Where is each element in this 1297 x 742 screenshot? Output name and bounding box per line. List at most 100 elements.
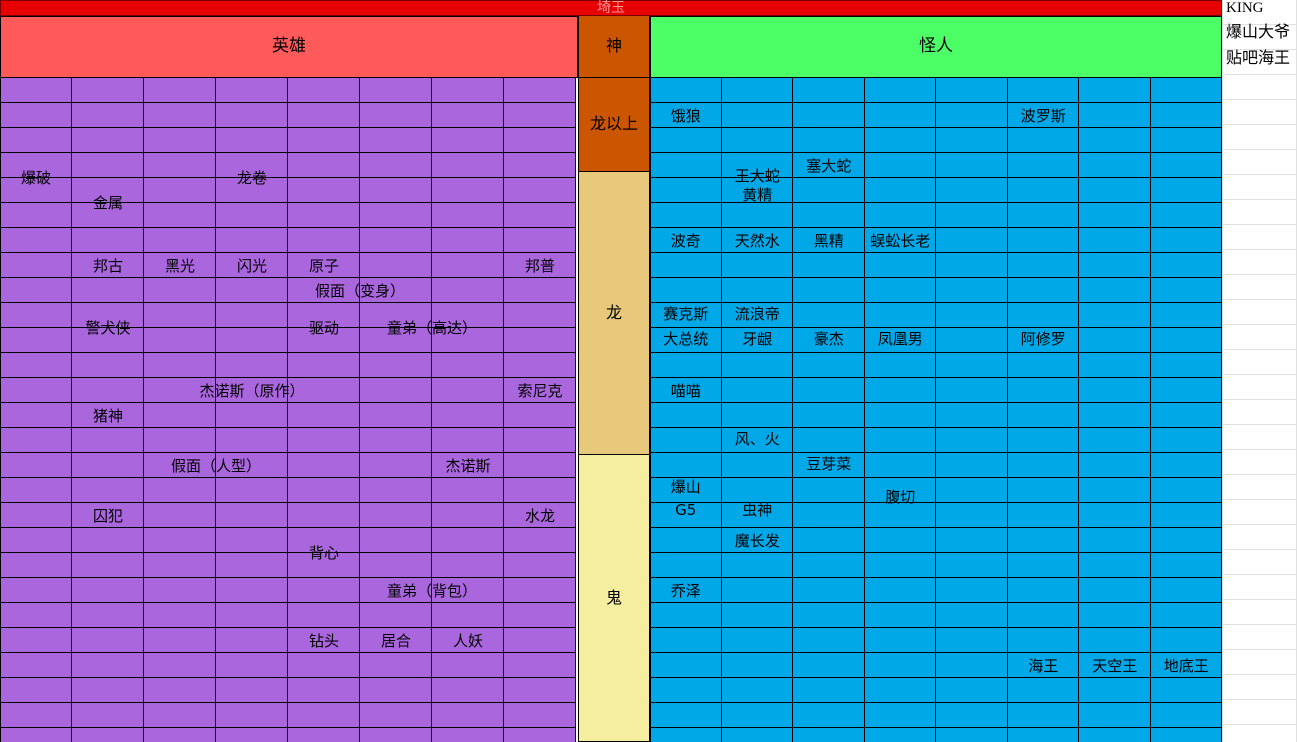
- monster-grid-cell[interactable]: [721, 528, 793, 553]
- hero-grid-cell[interactable]: [288, 153, 360, 178]
- note-grid-cell[interactable]: [1222, 75, 1297, 100]
- hero-grid-cell[interactable]: [216, 178, 288, 203]
- note-grid-cell[interactable]: [1222, 400, 1297, 425]
- hero-grid-cell[interactable]: [216, 128, 288, 153]
- monster-grid-cell[interactable]: [793, 128, 865, 153]
- hero-grid-cell[interactable]: [0, 478, 72, 503]
- monster-grid-cell[interactable]: [864, 403, 936, 428]
- monster-grid-cell[interactable]: [864, 278, 936, 303]
- hero-grid-cell[interactable]: [216, 453, 288, 478]
- hero-grid-cell[interactable]: [288, 628, 360, 653]
- monster-grid-cell[interactable]: [1079, 453, 1151, 478]
- monster-grid-cell[interactable]: [721, 78, 793, 103]
- hero-grid-cell[interactable]: [0, 453, 72, 478]
- note-grid-cell[interactable]: [1222, 675, 1297, 700]
- monster-grid-cell[interactable]: [793, 203, 865, 228]
- monster-grid-cell[interactable]: [936, 353, 1008, 378]
- monster-grid-cell[interactable]: [864, 378, 936, 403]
- monster-grid-cell[interactable]: [793, 353, 865, 378]
- monster-grid-cell[interactable]: [864, 428, 936, 453]
- monster-grid-cell[interactable]: [1150, 703, 1222, 728]
- hero-grid-cell[interactable]: [432, 153, 504, 178]
- monster-grid-cell[interactable]: [1150, 378, 1222, 403]
- monster-grid-cell[interactable]: [650, 328, 722, 353]
- hero-grid-cell[interactable]: [216, 553, 288, 578]
- monster-grid-cell[interactable]: [1079, 478, 1151, 503]
- monster-grid-cell[interactable]: [1150, 203, 1222, 228]
- monster-grid-cell[interactable]: [1007, 628, 1079, 653]
- hero-grid-cell[interactable]: [360, 328, 432, 353]
- hero-grid-cell[interactable]: [360, 728, 432, 742]
- monster-grid-cell[interactable]: [1150, 728, 1222, 742]
- monster-grid-cell[interactable]: [864, 78, 936, 103]
- hero-grid-cell[interactable]: [144, 703, 216, 728]
- monster-grid-cell[interactable]: [721, 728, 793, 742]
- hero-grid-cell[interactable]: [360, 228, 432, 253]
- hero-grid-cell[interactable]: [288, 128, 360, 153]
- monster-grid-cell[interactable]: [1007, 153, 1079, 178]
- monster-grid-cell[interactable]: [721, 378, 793, 403]
- monster-grid-cell[interactable]: [1150, 403, 1222, 428]
- monster-grid-cell[interactable]: [650, 453, 722, 478]
- hero-grid-cell[interactable]: [72, 203, 144, 228]
- hero-grid-cell[interactable]: [288, 178, 360, 203]
- hero-grid-cell[interactable]: [72, 528, 144, 553]
- hero-grid-cell[interactable]: [288, 353, 360, 378]
- hero-grid-cell[interactable]: [0, 253, 72, 278]
- hero-grid-cell[interactable]: [360, 353, 432, 378]
- monster-grid-cell[interactable]: [793, 703, 865, 728]
- hero-grid-cell[interactable]: [432, 578, 504, 603]
- hero-grid-cell[interactable]: [360, 528, 432, 553]
- monster-grid-cell[interactable]: [650, 253, 722, 278]
- monster-grid-cell[interactable]: [650, 203, 722, 228]
- hero-grid-cell[interactable]: [72, 428, 144, 453]
- hero-grid-cell[interactable]: [72, 103, 144, 128]
- hero-grid-cell[interactable]: [144, 653, 216, 678]
- hero-grid-cell[interactable]: [72, 378, 144, 403]
- monster-grid-cell[interactable]: [936, 453, 1008, 478]
- monster-grid-cell[interactable]: [793, 678, 865, 703]
- monster-grid-cell[interactable]: [864, 603, 936, 628]
- note-grid-cell[interactable]: [1222, 375, 1297, 400]
- monster-grid-cell[interactable]: [721, 653, 793, 678]
- monster-grid-cell[interactable]: [1007, 278, 1079, 303]
- hero-grid-cell[interactable]: [0, 353, 72, 378]
- hero-grid-cell[interactable]: [0, 528, 72, 553]
- hero-grid-cell[interactable]: [144, 603, 216, 628]
- monster-grid-cell[interactable]: [1150, 653, 1222, 678]
- monster-grid-cell[interactable]: [650, 403, 722, 428]
- monster-grid-cell[interactable]: [1007, 203, 1079, 228]
- monster-grid-cell[interactable]: [936, 128, 1008, 153]
- hero-grid-cell[interactable]: [360, 628, 432, 653]
- hero-grid-cell[interactable]: [144, 278, 216, 303]
- monster-grid-cell[interactable]: [864, 503, 936, 528]
- note-grid-cell[interactable]: [1222, 525, 1297, 550]
- hero-grid-cell[interactable]: [144, 553, 216, 578]
- hero-grid-cell[interactable]: [216, 153, 288, 178]
- monster-grid-cell[interactable]: [650, 278, 722, 303]
- monster-grid-cell[interactable]: [793, 453, 865, 478]
- monster-grid-cell[interactable]: [650, 528, 722, 553]
- monster-grid-cell[interactable]: [793, 403, 865, 428]
- hero-grid-cell[interactable]: [432, 403, 504, 428]
- monster-grid-cell[interactable]: [650, 153, 722, 178]
- monster-grid-cell[interactable]: [650, 678, 722, 703]
- monster-grid-cell[interactable]: [793, 728, 865, 742]
- monster-grid-cell[interactable]: [721, 503, 793, 528]
- monster-grid-cell[interactable]: [1150, 328, 1222, 353]
- hero-grid-cell[interactable]: [0, 678, 72, 703]
- monster-grid-cell[interactable]: [793, 328, 865, 353]
- monster-grid-cell[interactable]: [864, 678, 936, 703]
- monster-grid-cell[interactable]: [936, 553, 1008, 578]
- monster-grid-cell[interactable]: [1007, 653, 1079, 678]
- monster-grid-cell[interactable]: [864, 528, 936, 553]
- hero-grid-cell[interactable]: [432, 278, 504, 303]
- hero-grid-cell[interactable]: [504, 478, 576, 503]
- monster-grid-cell[interactable]: [1079, 178, 1151, 203]
- monster-grid-cell[interactable]: [1150, 553, 1222, 578]
- hero-grid-cell[interactable]: [144, 528, 216, 553]
- monster-grid-cell[interactable]: [1079, 103, 1151, 128]
- monster-grid-cell[interactable]: [1150, 153, 1222, 178]
- monster-grid-cell[interactable]: [1079, 253, 1151, 278]
- hero-grid-cell[interactable]: [72, 303, 144, 328]
